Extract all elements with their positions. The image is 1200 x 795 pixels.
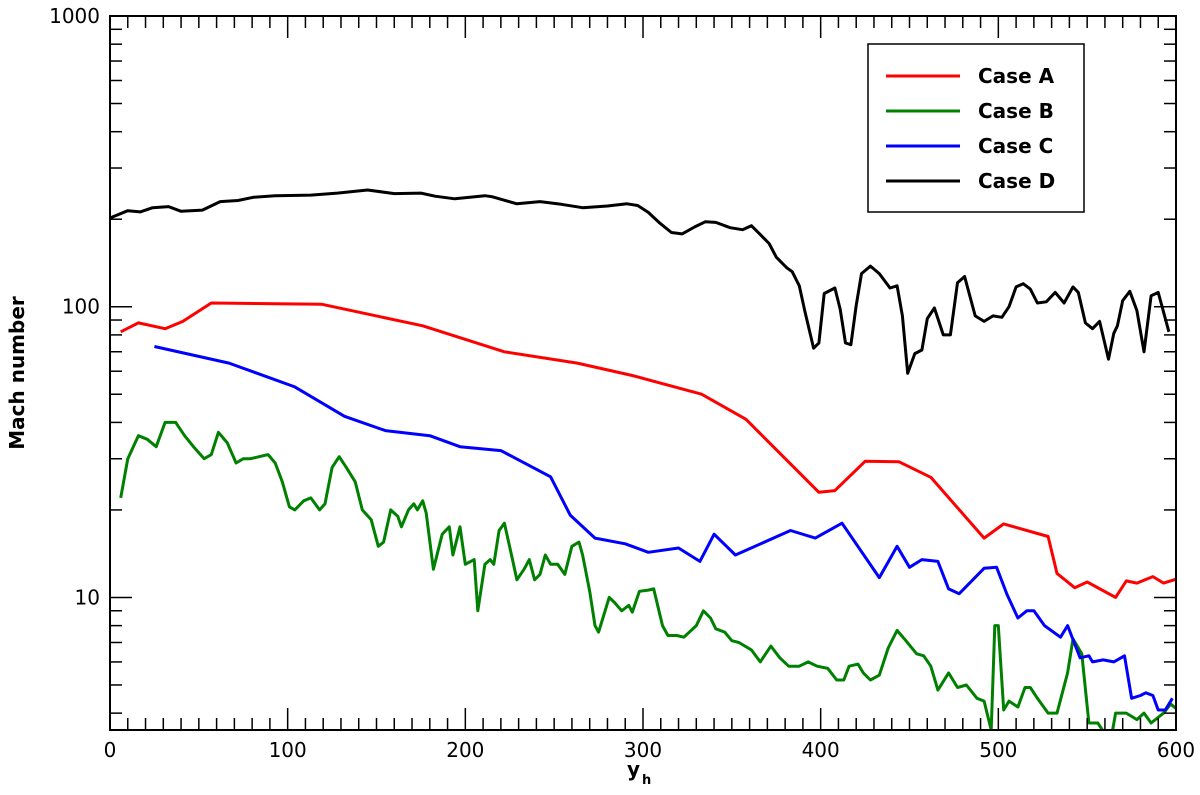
x-tick-label: 500: [979, 738, 1017, 762]
legend-label-case-b: Case B: [978, 99, 1054, 123]
x-tick-label: 400: [802, 738, 840, 762]
y-tick-label: 10: [75, 585, 100, 609]
x-axis-title-subscript: h: [642, 773, 651, 788]
series-layer: [110, 188, 1176, 730]
y-axis-title: Mach number: [5, 296, 29, 450]
x-axis-title-main: y: [627, 757, 640, 781]
series-line-case-a: [120, 301, 1176, 599]
series-line-case-b: [119, 420, 1176, 730]
plot-frame: [109, 15, 1177, 731]
axis-ticks: [109, 15, 1177, 730]
x-tick-label: 600: [1157, 738, 1195, 762]
x-tick-label: 0: [104, 738, 117, 762]
legend-label-case-d: Case D: [978, 169, 1055, 193]
x-tick-label: 200: [446, 738, 484, 762]
x-tick-label: 100: [269, 738, 307, 762]
legend-box: [867, 43, 1085, 213]
y-tick-label: 1000: [49, 4, 100, 28]
tick-labels: 0 100 200 300 400 500 600 10 100 1000: [49, 4, 1195, 762]
series-line-case-c: [154, 345, 1174, 712]
legend: Case A Case B Case C Case D: [867, 43, 1085, 213]
legend-label-case-c: Case C: [978, 134, 1053, 158]
legend-label-case-a: Case A: [978, 64, 1055, 88]
x-tick-label: 300: [624, 738, 662, 762]
x-axis-title: y: [627, 757, 640, 781]
y-tick-label: 100: [62, 295, 100, 319]
series-line-case-d: [110, 188, 1171, 375]
